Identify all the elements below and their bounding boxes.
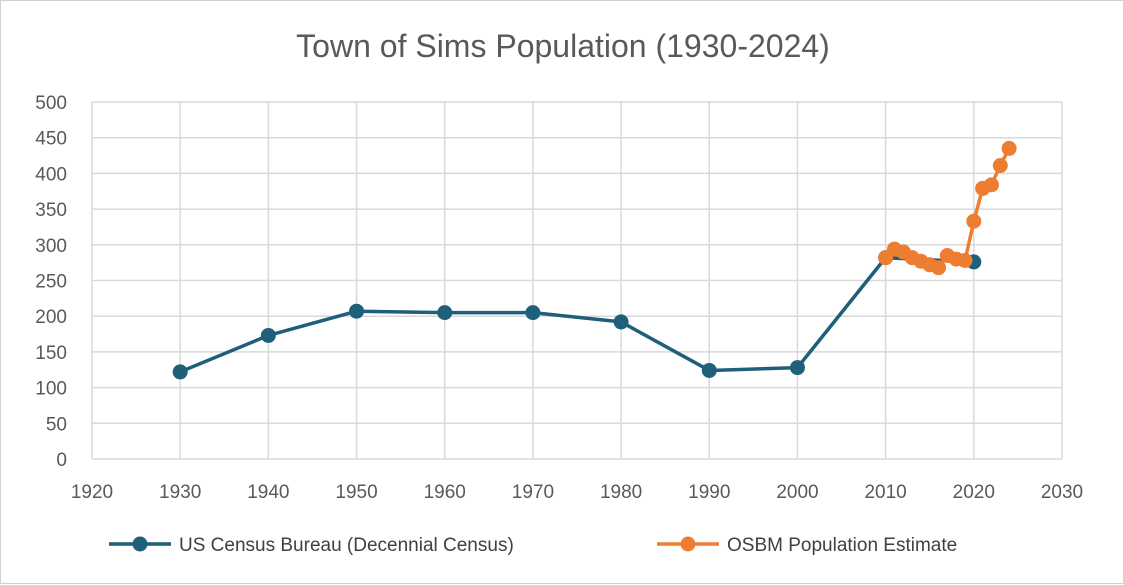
data-point [1001, 140, 1017, 156]
data-series [172, 140, 1017, 380]
data-point [966, 213, 982, 229]
legend-label: US Census Bureau (Decennial Census) [179, 535, 514, 556]
series-1 [172, 250, 982, 380]
legend: US Census Bureau (Decennial Census) OSBM … [109, 535, 957, 556]
y-tick-label: 150 [35, 343, 67, 364]
data-point [349, 303, 365, 319]
y-tick-label: 300 [35, 236, 67, 257]
data-point [172, 364, 188, 380]
data-point [931, 260, 947, 276]
x-tick-label: 1960 [424, 482, 466, 503]
gridlines [91, 101, 1063, 460]
x-tick-label: 1980 [600, 482, 642, 503]
data-point [260, 327, 276, 343]
x-tick-label: 1990 [688, 482, 730, 503]
x-tick-label: 1950 [335, 482, 377, 503]
data-point [613, 314, 629, 330]
data-point [789, 360, 805, 376]
series-line [179, 255, 974, 374]
x-tick-label: 2030 [1041, 482, 1083, 503]
x-tick-label: 1920 [71, 482, 113, 503]
y-tick-label: 50 [46, 414, 67, 435]
x-tick-label: 2000 [776, 482, 818, 503]
y-tick-label: 200 [35, 307, 67, 328]
legend-item-2: OSBM Population Estimate [657, 535, 957, 556]
data-point [525, 305, 541, 321]
legend-marker [132, 536, 148, 552]
legend-marker [680, 536, 696, 552]
y-tick-label: 100 [35, 379, 67, 400]
chart-title: Town of Sims Population (1930-2024) [296, 28, 830, 64]
data-point [992, 158, 1008, 174]
y-tick-label: 500 [35, 93, 67, 114]
x-tick-label: 1970 [512, 482, 554, 503]
y-tick-label: 250 [35, 272, 67, 293]
x-tick-label: 1930 [159, 482, 201, 503]
y-tick-label: 450 [35, 129, 67, 150]
x-tick-label: 1940 [247, 482, 289, 503]
data-point [701, 362, 717, 378]
y-tick-label: 350 [35, 200, 67, 221]
data-point [983, 177, 999, 193]
y-tick-label: 0 [56, 450, 67, 471]
data-point [957, 253, 973, 269]
y-tick-label: 400 [35, 164, 67, 185]
data-point [437, 305, 453, 321]
series-2 [878, 140, 1017, 276]
legend-label: OSBM Population Estimate [727, 535, 957, 556]
axis-tick-labels: 0 50 100 150 200 250 300 350 400 450 500 1920 1930 19… [35, 93, 1083, 503]
x-tick-label: 2010 [864, 482, 906, 503]
legend-item-1: US Census Bureau (Decennial Census) [109, 535, 514, 556]
x-tick-label: 2020 [953, 482, 995, 503]
